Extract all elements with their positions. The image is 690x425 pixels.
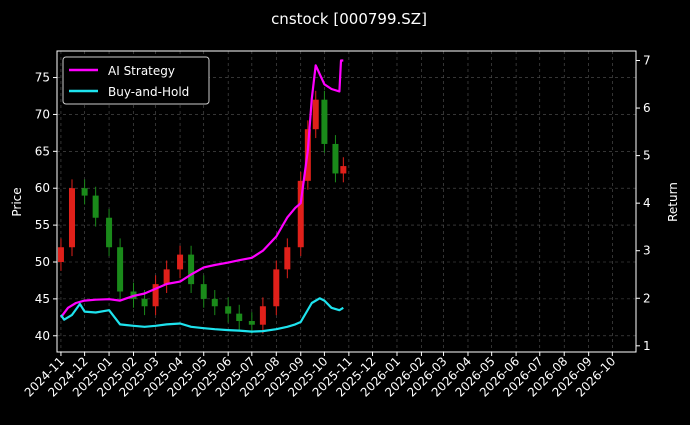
candle-body	[188, 254, 195, 285]
candle-body	[92, 195, 99, 218]
y-tick-label: 50	[35, 255, 50, 269]
x-axis: 2024-112024-122025-012025-022025-032025-…	[22, 352, 618, 400]
candle-body	[106, 217, 113, 248]
y2-tick-label: 5	[643, 149, 651, 163]
y2-tick-label: 4	[643, 196, 651, 210]
legend-box	[62, 56, 210, 105]
candle-body	[259, 306, 266, 325]
series-line-buy-and-hold	[59, 297, 344, 333]
candles-layer	[57, 90, 347, 334]
candle-body	[141, 298, 148, 307]
candle-body	[340, 166, 347, 174]
y-tick-label: 45	[35, 292, 50, 306]
candle-body	[225, 306, 232, 314]
candle-body	[211, 298, 218, 307]
candle-body	[297, 180, 304, 248]
y-tick-label: 75	[35, 71, 50, 85]
candle-body	[117, 247, 124, 292]
plot-frame	[56, 50, 637, 353]
candle-body	[163, 269, 170, 285]
y2-tick-label: 3	[643, 244, 651, 258]
chart-title: cnstock [000799.SZ]	[271, 10, 427, 28]
y2-tick-label: 1	[643, 339, 651, 353]
legend: AI Strategy Buy-and-Hold	[62, 56, 210, 105]
series-line-ai-strategy	[60, 59, 344, 318]
legend-label-ai-strategy: AI Strategy	[108, 64, 175, 78]
y-axis-right: 1 2 3 4 5 6 7	[636, 54, 651, 353]
candle-body	[68, 188, 75, 248]
candle-body	[248, 321, 255, 325]
y-tick-label: 70	[35, 107, 50, 121]
series-layer	[59, 59, 344, 333]
candle-body	[200, 284, 207, 299]
y2-tick-label: 2	[643, 291, 651, 305]
candle-body	[236, 313, 243, 322]
y-tick-label: 65	[35, 144, 50, 158]
legend-label-buy-and-hold: Buy-and-Hold	[108, 85, 189, 99]
candle-body	[81, 188, 88, 196]
y2-tick-label: 6	[643, 101, 651, 115]
candle-body	[312, 99, 319, 130]
y-tick-label: 40	[35, 329, 50, 343]
y-axis-label: Price	[10, 187, 24, 216]
y-tick-label: 60	[35, 181, 50, 195]
y2-tick-label: 7	[643, 54, 651, 68]
candle-body	[321, 99, 328, 144]
y2-axis-label: Return	[666, 182, 680, 222]
candle-body	[152, 284, 159, 307]
y-tick-label: 55	[35, 218, 50, 232]
candle-body	[177, 254, 184, 270]
y-axis-left: 40 45 50 55 60 65 70 75	[35, 71, 57, 343]
candle-body	[284, 247, 291, 270]
candle-body	[332, 143, 339, 174]
candle-body	[57, 247, 64, 262]
candle-body	[273, 269, 280, 307]
